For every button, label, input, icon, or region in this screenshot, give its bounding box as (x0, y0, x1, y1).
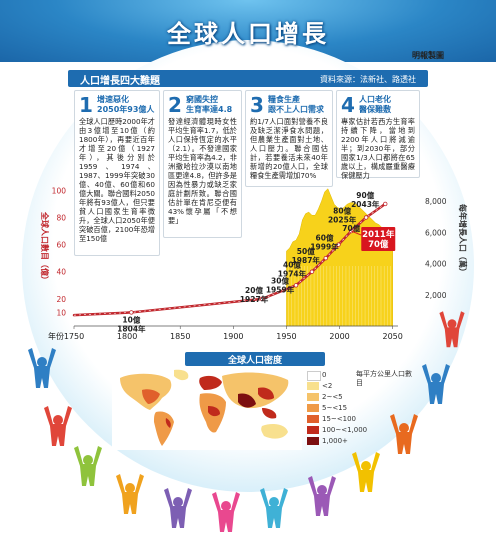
issue-heading: 糧食生產 跟不上人口需求 (268, 95, 324, 115)
map-southeast-asia (262, 408, 277, 419)
person-figure (44, 406, 72, 446)
legend-swatch (307, 415, 319, 423)
legend-swatch (307, 404, 319, 412)
issue-body: 發達經濟體現時女性平均生育率1.7，低於人口保持恆定的水平（2.1）。不發達國家… (168, 117, 237, 225)
issue-heading-line1: 窮國失控 (186, 95, 218, 104)
issue-box-3: 3 糧食生產 跟不上人口需求 約1/7人口面對營養不良及缺乏潔淨食水問題，但農業生… (245, 90, 333, 187)
issue-heading: 增速惡化 2050年93億人 (97, 95, 154, 115)
issue-body: 約1/7人口面對營養不良及缺乏潔淨食水問題，但農業生產面對土地、人口壓力。聯合國… (250, 117, 328, 180)
issue-body: 專家估計若西方生育率持續下降，當地到2200年人口將減逾半；到2030年，部分國… (341, 117, 415, 180)
legend-label: 2~<5 (322, 393, 343, 401)
legend-label: 1,000+ (322, 437, 348, 445)
map-china (258, 387, 274, 400)
issue-box-1: 1 增速惡化 2050年93億人 全球人口歷時2000年才由3億增至10億（約18… (74, 90, 160, 256)
issue-heading-line2: 2050年93億人 (97, 105, 155, 114)
issue-heading: 人口老化 醫保難敷 (359, 95, 391, 115)
legend-label: 0 (322, 371, 327, 379)
issue-heading-line2: 生育率達4.8 (186, 105, 233, 114)
issue-box-4: 4 人口老化 醫保難敷 專家估計若西方生育率持續下降，當地到2200年人口將減逾半… (336, 90, 420, 180)
issue-heading-line2: 醫保難敷 (359, 105, 391, 114)
world-density-map (112, 368, 302, 450)
map-india (238, 393, 256, 408)
issue-number: 3 (250, 93, 264, 117)
issue-number: 2 (168, 93, 182, 117)
issue-body: 全球人口歷時2000年才由3億增至10億（約1800年），再要近百年才增至20億… (79, 117, 155, 243)
issues-banner (68, 70, 428, 87)
density-title: 全球人口密度 (227, 356, 282, 366)
issue-number: 4 (341, 93, 355, 117)
issue-heading-line1: 人口老化 (359, 95, 391, 104)
credit-label: 明報製圖 (412, 51, 444, 60)
issue-heading-line2: 跟不上人口需求 (268, 105, 324, 114)
map-africa-dense (208, 406, 220, 417)
legend-label: 5~<15 (322, 404, 348, 412)
legend-swatch (307, 437, 319, 445)
person-figure (260, 488, 288, 528)
map-south-america (154, 411, 174, 446)
legend-label: <2 (322, 382, 333, 390)
density-banner (185, 352, 325, 366)
issue-box-2: 2 窮國失控 生育率達4.8 發達經濟體現時女性平均生育率1.7，低於人口保持恆定… (163, 90, 242, 238)
map-europe (199, 375, 222, 390)
legend-swatch (307, 382, 319, 390)
legend-label: 100~<1,000 (322, 426, 368, 434)
issue-heading-line1: 糧食生產 (268, 95, 300, 104)
source-label: 資料來源：法新社、路透社 (320, 75, 416, 84)
person-figure (74, 446, 102, 486)
map-australia (261, 424, 288, 439)
legend-swatch (307, 393, 319, 401)
legend-label: 15~<100 (322, 415, 356, 423)
page-title: 全球人口增長 (167, 20, 329, 48)
person-figure (164, 488, 192, 528)
person-figure (212, 492, 240, 532)
map-greenland (174, 369, 189, 381)
map-us-east (142, 389, 160, 404)
legend-swatch (307, 426, 319, 434)
issue-number: 1 (79, 93, 93, 117)
issue-heading: 窮國失控 生育率達4.8 (186, 95, 232, 115)
issue-heading-line1: 增速惡化 (97, 95, 129, 104)
person-figure (116, 474, 144, 514)
legend-title: 每平方公里人口數目 (356, 370, 412, 387)
issues-heading: 人口增長四大難題 (80, 76, 160, 87)
map-brazil-coast (165, 418, 171, 428)
legend-swatch (307, 371, 321, 381)
